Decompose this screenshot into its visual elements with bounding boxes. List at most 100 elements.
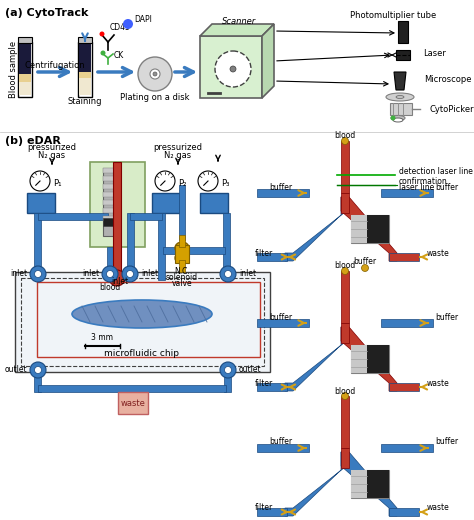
Bar	[389, 383, 419, 391]
Bar	[107, 247, 114, 280]
Bar	[38, 385, 226, 392]
Text: Plating on a disk: Plating on a disk	[120, 94, 190, 102]
Ellipse shape	[175, 252, 189, 264]
Bar	[389, 508, 419, 516]
Bar	[79, 78, 91, 95]
Bar	[396, 50, 410, 60]
Bar	[367, 345, 389, 373]
Text: Blood sample: Blood sample	[9, 41, 18, 98]
Bar	[103, 200, 119, 205]
Bar	[103, 168, 119, 173]
Bar	[113, 162, 121, 277]
Text: filter: filter	[255, 503, 273, 513]
Text: filter: filter	[255, 249, 273, 257]
Ellipse shape	[386, 93, 414, 101]
Bar	[341, 271, 349, 323]
Bar	[389, 253, 419, 261]
Circle shape	[35, 367, 42, 373]
Text: pressurized: pressurized	[154, 144, 202, 152]
Bar	[341, 323, 349, 343]
Bar	[78, 37, 92, 43]
Circle shape	[35, 270, 42, 278]
Bar	[103, 184, 119, 189]
Text: N₂ gas: N₂ gas	[38, 150, 65, 160]
Circle shape	[341, 393, 348, 399]
Bar	[90, 162, 145, 247]
Bar	[381, 444, 433, 452]
Ellipse shape	[215, 51, 251, 87]
Polygon shape	[285, 327, 349, 391]
Bar	[224, 370, 231, 392]
Text: waste: waste	[120, 398, 146, 408]
Bar	[390, 103, 412, 115]
Text: N₂ gas: N₂ gas	[164, 150, 191, 160]
Text: 3 mm: 3 mm	[91, 333, 113, 342]
Circle shape	[362, 265, 368, 271]
Bar	[381, 189, 433, 197]
Text: inlet: inlet	[82, 269, 99, 279]
Circle shape	[341, 267, 348, 275]
Polygon shape	[341, 327, 397, 391]
Bar	[367, 215, 389, 243]
Circle shape	[127, 270, 134, 278]
Bar	[103, 208, 119, 213]
Bar	[152, 193, 180, 213]
Bar	[34, 370, 41, 392]
Bar	[200, 193, 228, 213]
Bar	[103, 176, 119, 181]
Text: P₁: P₁	[53, 179, 62, 188]
Circle shape	[109, 270, 125, 286]
Bar	[351, 215, 367, 243]
Text: waste: waste	[427, 249, 450, 257]
Circle shape	[341, 137, 348, 145]
Bar	[351, 470, 389, 498]
Ellipse shape	[138, 57, 172, 91]
Bar	[103, 216, 119, 221]
Bar	[257, 253, 287, 261]
Bar	[257, 383, 287, 391]
Text: waste: waste	[427, 503, 450, 513]
Bar	[257, 319, 309, 327]
Circle shape	[155, 171, 175, 191]
Bar	[179, 260, 185, 272]
Text: buffer: buffer	[269, 313, 292, 321]
Polygon shape	[285, 452, 349, 516]
Text: DAPI: DAPI	[134, 16, 152, 24]
Text: CK: CK	[114, 51, 124, 60]
Text: inlet: inlet	[111, 277, 128, 285]
Bar	[18, 37, 32, 43]
Text: blood: blood	[334, 132, 356, 140]
Ellipse shape	[393, 118, 403, 122]
Polygon shape	[200, 24, 274, 36]
Bar	[175, 245, 189, 263]
Text: inlet: inlet	[239, 269, 256, 279]
Circle shape	[30, 171, 50, 191]
Bar	[257, 189, 309, 197]
Circle shape	[30, 362, 46, 378]
Bar	[103, 218, 119, 226]
Text: outlet: outlet	[4, 366, 27, 374]
Bar	[103, 168, 119, 236]
Bar	[179, 235, 185, 247]
Bar	[78, 42, 92, 97]
Text: CD45: CD45	[110, 23, 131, 32]
Circle shape	[220, 266, 236, 282]
Circle shape	[107, 270, 113, 278]
Circle shape	[100, 32, 104, 36]
Bar	[21, 278, 264, 366]
Bar	[200, 36, 262, 98]
Circle shape	[220, 362, 236, 378]
Bar	[179, 185, 185, 240]
Bar	[381, 319, 433, 327]
Text: laser line: laser line	[399, 184, 434, 192]
Bar	[19, 44, 31, 74]
Bar	[79, 72, 91, 78]
Bar	[103, 192, 119, 197]
Text: CytoPicker: CytoPicker	[430, 106, 474, 114]
Text: microfluidic chip: microfluidic chip	[104, 349, 180, 358]
Circle shape	[198, 171, 218, 191]
Bar	[19, 82, 31, 95]
Ellipse shape	[391, 115, 405, 121]
Text: filter: filter	[255, 379, 273, 387]
Bar	[257, 508, 287, 516]
